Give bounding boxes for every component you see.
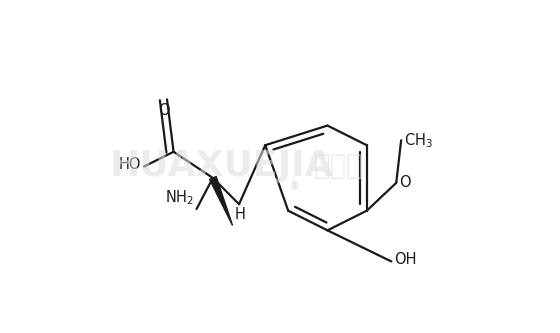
Text: OH: OH [394,252,417,267]
Polygon shape [209,176,232,225]
Text: O: O [158,103,170,118]
Text: NH$_2$: NH$_2$ [165,189,194,207]
Text: ®: ® [290,181,300,191]
Text: HUAXUEJIA: HUAXUEJIA [109,150,333,183]
Text: CH$_3$: CH$_3$ [404,131,433,150]
Text: 化学加: 化学加 [314,153,364,180]
Text: H: H [234,207,245,222]
Text: HO: HO [118,158,141,172]
Text: O: O [399,175,410,190]
